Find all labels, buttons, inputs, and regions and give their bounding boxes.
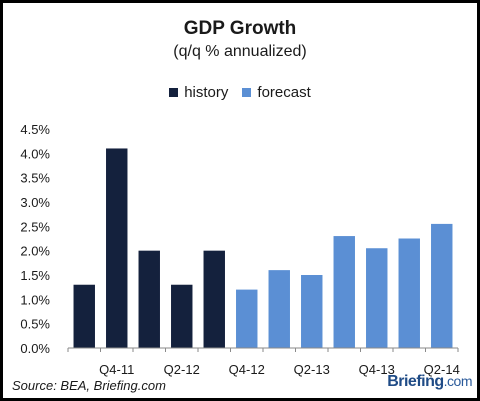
y-tick-label: 2.0% <box>20 244 50 259</box>
chart-title: GDP Growth <box>183 18 297 39</box>
x-tick-label: Q2-12 <box>164 362 200 377</box>
bar-Q4-11 <box>106 148 128 348</box>
bar-Q3-12 <box>203 250 225 348</box>
x-tick-label: Q4-11 <box>99 362 134 377</box>
bar-Q3-13 <box>333 236 355 348</box>
x-tick-label: Q4-12 <box>229 362 265 377</box>
y-tick-label: 4.0% <box>20 146 50 161</box>
x-tick-label: Q2-13 <box>294 362 330 377</box>
legend-label-history: history <box>184 84 229 101</box>
briefing-logo: Briefing.com <box>387 373 472 390</box>
legend-swatch-forecast <box>242 88 252 97</box>
legend-item-history: history <box>169 84 228 101</box>
bar-Q2-13 <box>301 275 323 348</box>
bar-Q2-14 <box>431 223 453 348</box>
bar-Q3-11 <box>73 284 95 348</box>
y-tick-label: 0.0% <box>20 341 50 356</box>
y-tick-label: 3.0% <box>20 195 50 210</box>
x-tick-label: Q2-14 <box>424 362 460 377</box>
y-tick-label: 2.5% <box>20 219 50 234</box>
bar-Q1-12 <box>138 250 160 348</box>
y-tick-label: 1.5% <box>20 268 50 283</box>
legend: history forecast <box>0 84 480 101</box>
y-tick-label: 3.5% <box>20 171 50 186</box>
chart-subtitle: (q/q % annualized) <box>173 43 307 60</box>
legend-item-forecast: forecast <box>242 84 311 101</box>
legend-swatch-history <box>169 88 179 97</box>
y-tick-label: 0.5% <box>20 317 50 332</box>
bar-Q4-13 <box>366 248 388 348</box>
bar-Q1-13 <box>268 270 290 348</box>
bar-Q1-14 <box>398 238 420 348</box>
y-tick-label: 4.5% <box>20 122 50 137</box>
source-note: Source: BEA, Briefing.com <box>12 378 166 393</box>
x-tick-label: Q4-13 <box>359 362 395 377</box>
y-tick-label: 1.0% <box>20 292 50 307</box>
bar-Q4-12 <box>236 289 258 348</box>
legend-label-forecast: forecast <box>257 84 311 101</box>
bar-Q2-12 <box>171 284 193 348</box>
